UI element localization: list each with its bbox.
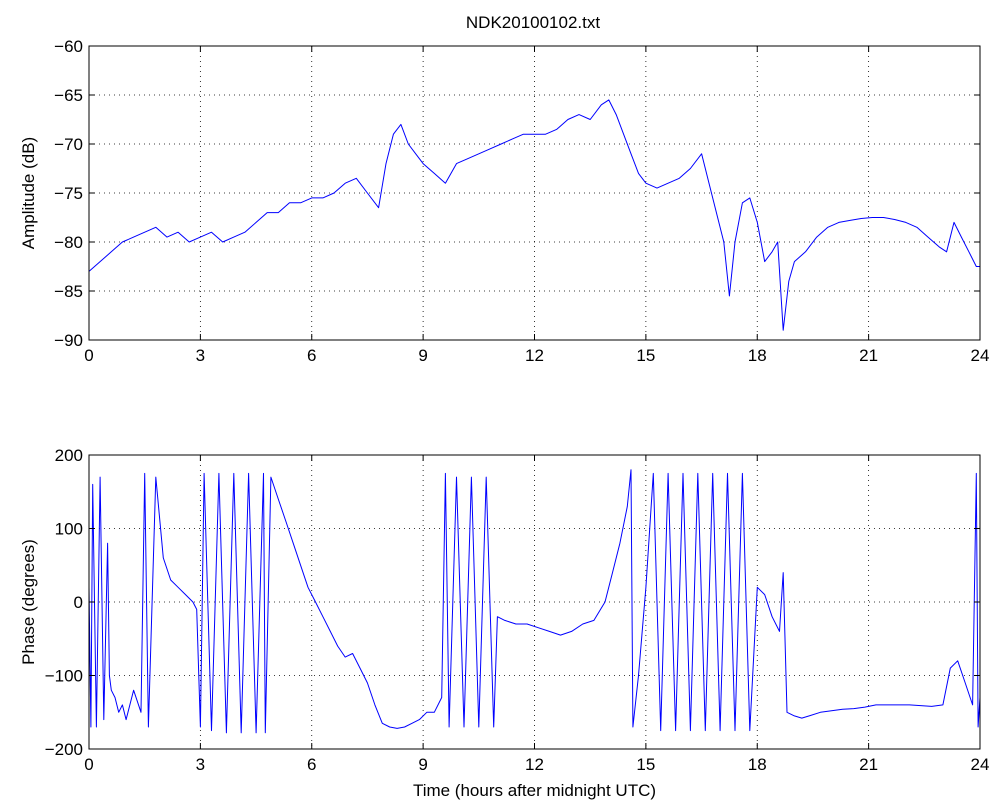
phase-y-tick-label: 0 <box>74 593 83 612</box>
amplitude-gridlines <box>89 46 980 340</box>
phase-line-series <box>88 469 981 734</box>
amplitude-y-axis-label: Amplitude (dB) <box>19 137 38 249</box>
amplitude-x-tick-label: 24 <box>971 346 990 365</box>
phase-y-tick-label: −200 <box>45 740 83 759</box>
phase-axes: 0 3 6 9 12 15 18 21 24 −200 −100 0 100 200 Phase (deg… <box>19 446 989 800</box>
amplitude-x-tick-label: 9 <box>418 346 427 365</box>
phase-x-tick-label: 12 <box>525 755 544 774</box>
amplitude-x-tick-label: 21 <box>859 346 878 365</box>
phase-ticks: 0 3 6 9 12 15 18 21 24 −200 −100 0 100 200 <box>45 446 990 774</box>
amplitude-x-tick-label: 18 <box>748 346 767 365</box>
amplitude-x-tick-label: 12 <box>525 346 544 365</box>
figure-title: NDK20100102.txt <box>466 13 600 32</box>
amplitude-y-tick-label: −80 <box>54 233 83 252</box>
phase-y-axis-label: Phase (degrees) <box>19 539 38 665</box>
phase-x-tick-label: 6 <box>307 755 316 774</box>
phase-x-tick-label: 3 <box>196 755 205 774</box>
amplitude-series-line <box>88 99 980 331</box>
phase-y-tick-label: 100 <box>55 520 83 539</box>
phase-x-tick-label: 18 <box>748 755 767 774</box>
amplitude-x-tick-label: 0 <box>84 346 93 365</box>
amplitude-ticks: 0 3 6 9 12 15 18 21 24 −90 −85 −80 −75 −70 −65 −60 <box>54 37 989 365</box>
amplitude-y-tick-label: −65 <box>54 86 83 105</box>
phase-x-tick-label: 0 <box>84 755 93 774</box>
phase-series-line <box>88 469 981 734</box>
phase-x-tick-label: 15 <box>636 755 655 774</box>
phase-x-tick-label: 9 <box>418 755 427 774</box>
phase-y-tick-label: −100 <box>45 667 83 686</box>
phase-x-tick-label: 21 <box>859 755 878 774</box>
amplitude-axes: 0 3 6 9 12 15 18 21 24 −90 −85 −80 −75 −70 −65 −60 Ampl… <box>19 37 989 365</box>
phase-y-tick-label: 200 <box>55 446 83 465</box>
phase-x-tick-label: 24 <box>971 755 990 774</box>
amplitude-line-series <box>88 99 980 331</box>
amplitude-y-tick-label: −75 <box>54 184 83 203</box>
amplitude-x-tick-label: 15 <box>636 346 655 365</box>
phase-x-axis-label: Time (hours after midnight UTC) <box>413 781 656 800</box>
amplitude-x-tick-label: 3 <box>196 346 205 365</box>
amplitude-y-tick-label: −90 <box>54 331 83 350</box>
amplitude-x-tick-label: 6 <box>307 346 316 365</box>
amplitude-y-tick-label: −70 <box>54 135 83 154</box>
amplitude-y-tick-label: −60 <box>54 37 83 56</box>
amplitude-y-tick-label: −85 <box>54 282 83 301</box>
